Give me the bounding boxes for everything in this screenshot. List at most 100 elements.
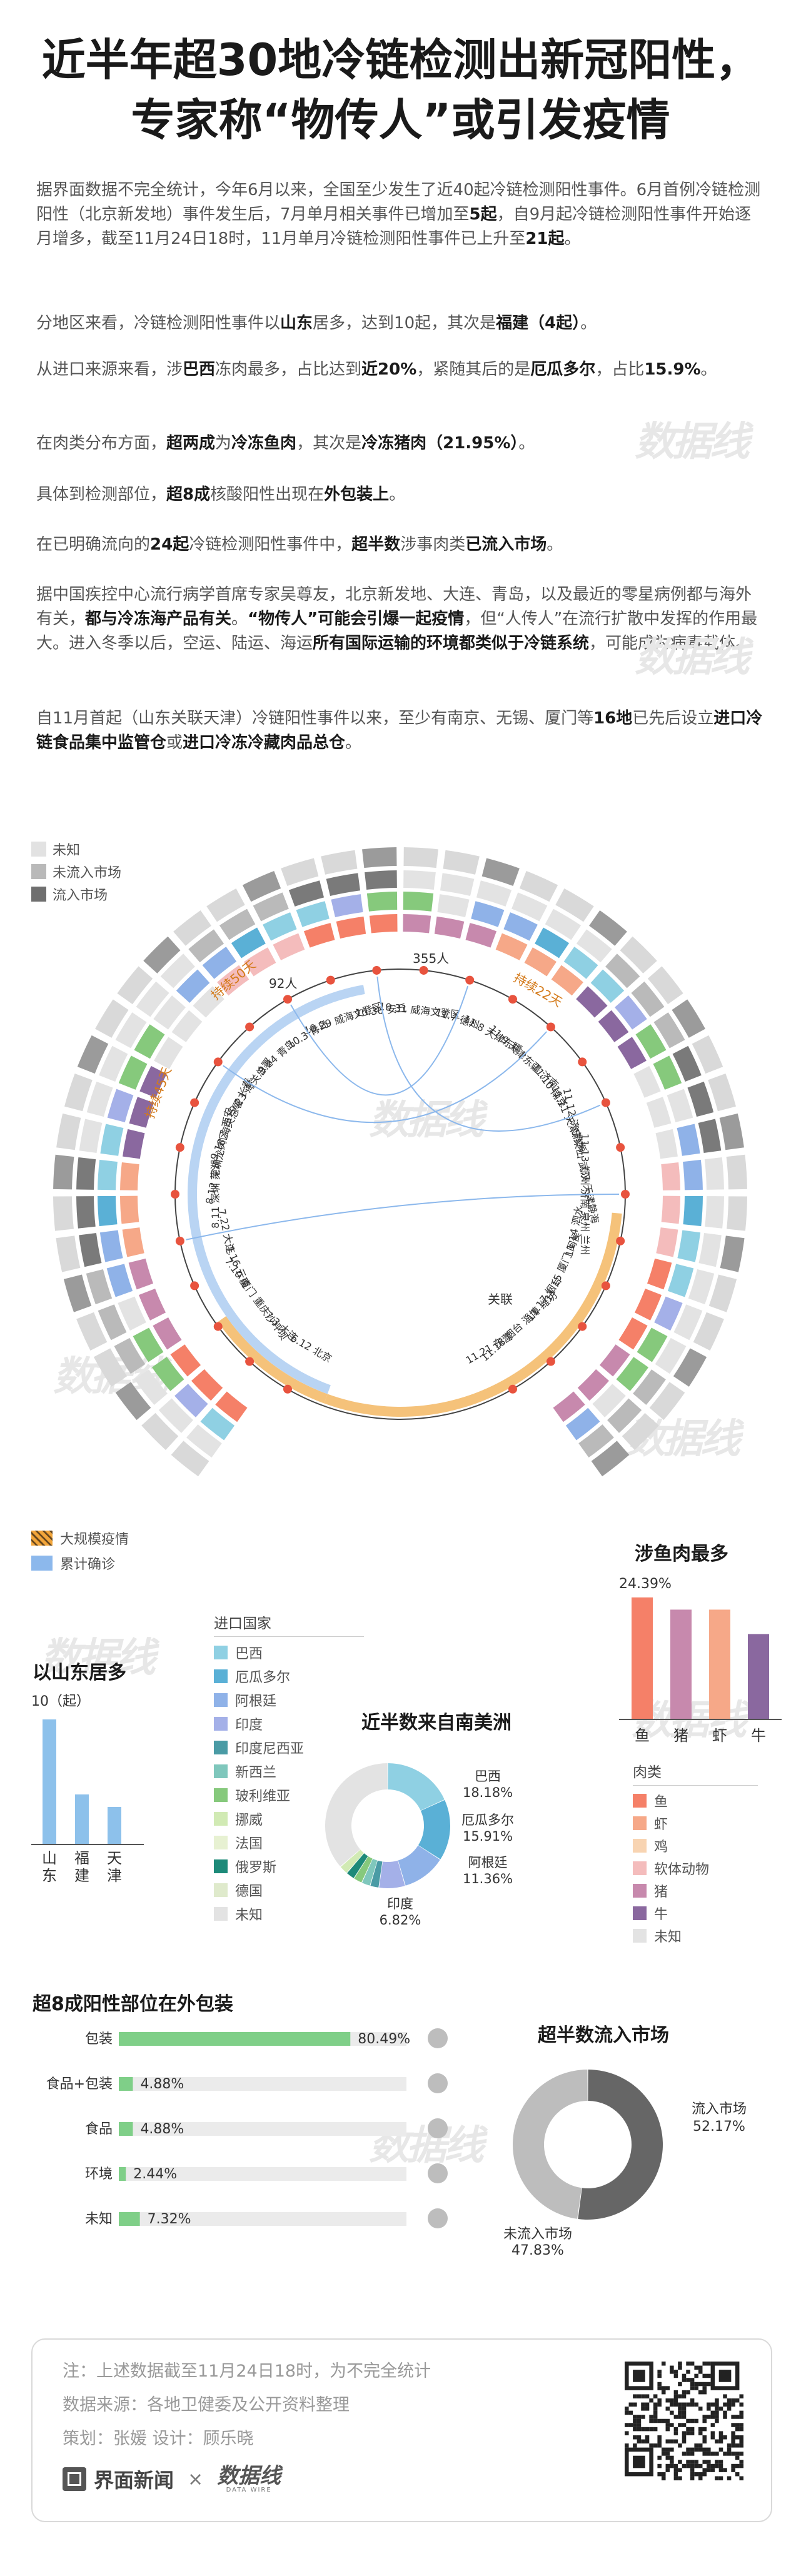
qr-module — [673, 2398, 678, 2403]
ring-segment — [321, 850, 358, 875]
qr-module — [686, 2378, 690, 2382]
donut-slice-name: 未流入市场 — [503, 2226, 572, 2242]
legend-item: 印度 — [214, 1712, 364, 1736]
qr-module — [739, 2439, 743, 2444]
qr-module — [715, 2460, 719, 2464]
qr-module — [698, 2370, 703, 2374]
ring-segment — [617, 1037, 647, 1069]
qr-module — [673, 2476, 678, 2480]
qr-module — [739, 2423, 743, 2427]
qr-module — [698, 2463, 703, 2468]
qr-module — [718, 2431, 723, 2435]
qr-module — [702, 2427, 707, 2432]
ring-segment — [64, 1073, 93, 1112]
ring-segment — [174, 1384, 208, 1417]
ring-segment — [661, 1195, 680, 1224]
ring-segment — [158, 1398, 193, 1433]
ring-segment — [171, 1010, 203, 1042]
qr-finder — [633, 2455, 645, 2468]
qr-module — [731, 2423, 735, 2427]
legend-item: 牛 — [633, 1902, 758, 1924]
ring-segment — [598, 1010, 629, 1042]
qr-module — [673, 2427, 678, 2432]
ring-segment — [656, 1227, 678, 1257]
qr-module — [702, 2362, 707, 2366]
ring-segment — [661, 1162, 680, 1190]
footer-source: 数据来源：各地卫健委及公开资料整理 — [63, 2395, 350, 2415]
qr-module — [682, 2390, 687, 2395]
ring-segment — [577, 1369, 610, 1401]
package-bar — [119, 2122, 133, 2136]
ring-segment — [673, 1304, 703, 1341]
ring-segment — [672, 1045, 702, 1082]
qr-module — [657, 2370, 662, 2374]
ring-segment — [677, 1124, 700, 1156]
relation-link — [223, 1031, 547, 1123]
qr-module — [702, 2382, 707, 2387]
qr-module — [653, 2443, 658, 2448]
import-donut-slice — [388, 1763, 445, 1811]
qr-module — [673, 2472, 678, 2477]
legend-item: 鱼 — [633, 1789, 758, 1812]
ring-segment — [553, 1391, 585, 1422]
qr-module — [702, 2373, 707, 2378]
qr-module — [653, 2415, 658, 2419]
province-category-label: 津 — [107, 1867, 122, 1884]
qr-module — [727, 2407, 732, 2411]
qr-module — [645, 2407, 650, 2411]
qr-module — [673, 2390, 678, 2395]
qr-module — [731, 2468, 735, 2472]
qr-module — [735, 2455, 740, 2460]
qr-module — [718, 2435, 723, 2440]
qr-module — [686, 2427, 690, 2432]
ring-segment — [677, 1230, 701, 1262]
legend-item: 鸡 — [633, 1834, 758, 1857]
package-bar-track — [119, 2167, 406, 2181]
qr-module — [694, 2382, 698, 2387]
qr-module — [727, 2476, 732, 2480]
ring-segment — [655, 1129, 678, 1159]
watermark: 数据线 — [369, 1097, 484, 1144]
qr-module — [723, 2394, 727, 2398]
ring-segment — [495, 933, 528, 960]
qr-module — [637, 2394, 642, 2398]
qr-module — [715, 2410, 719, 2415]
qr-module — [723, 2415, 727, 2419]
legend-label: 未知 — [235, 1908, 263, 1923]
qr-module — [661, 2447, 666, 2452]
qr-module — [678, 2362, 682, 2366]
qr-module — [694, 2447, 698, 2452]
qr-module — [665, 2398, 670, 2403]
qr-module — [653, 2410, 658, 2415]
qr-module — [678, 2402, 682, 2407]
ring-segment — [366, 892, 398, 912]
legend-label: 厄瓜多尔 — [235, 1670, 291, 1686]
legend-label: 未流入市场 — [53, 865, 122, 881]
qr-module — [625, 2443, 629, 2448]
package-type-icon — [428, 2163, 448, 2183]
ring-segment — [369, 914, 398, 933]
import-donut-slice — [361, 1858, 378, 1886]
ring-segment — [708, 1073, 736, 1112]
qr-module — [690, 2386, 695, 2390]
ring-segment — [107, 1089, 134, 1122]
qr-module — [739, 2452, 743, 2456]
ring-segment — [128, 1258, 154, 1290]
qr-module — [718, 2463, 723, 2468]
qr-module — [625, 2407, 629, 2411]
qr-module — [731, 2443, 735, 2448]
ring-segment — [273, 933, 305, 960]
import-donut-slice — [379, 1860, 405, 1888]
qr-module — [702, 2460, 707, 2464]
ring-segment — [565, 1407, 600, 1441]
ring-segment — [654, 1296, 683, 1331]
qr-module — [710, 2463, 715, 2468]
qr-module — [715, 2418, 719, 2423]
qr-module — [731, 2439, 735, 2444]
qr-module — [686, 2362, 690, 2366]
qr-module — [641, 2402, 645, 2407]
ring-segment — [63, 1274, 92, 1312]
qr-module — [710, 2435, 715, 2440]
qr-code-icon[interactable] — [625, 2362, 743, 2480]
